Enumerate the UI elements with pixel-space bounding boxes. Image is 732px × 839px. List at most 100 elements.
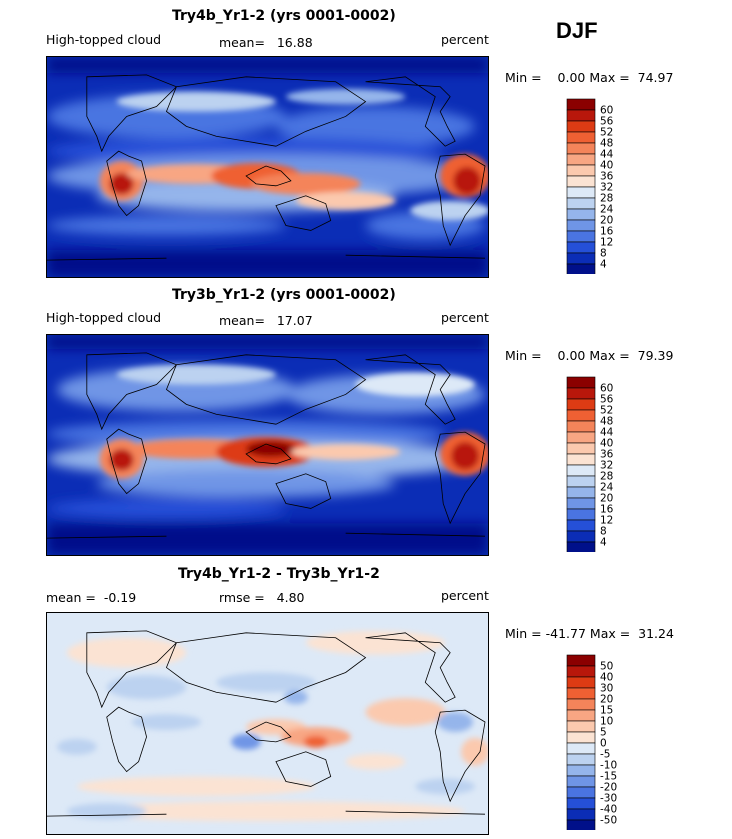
colorbar-swatch xyxy=(566,98,596,111)
colorbar-tick-label: 0 xyxy=(600,738,607,750)
panel-3-map xyxy=(46,612,489,835)
colorbar-swatch xyxy=(566,409,596,422)
colorbar-tick-label: 20 xyxy=(600,215,613,227)
difference-field xyxy=(56,630,488,822)
panel-3-rmse: rmse = 4.80 xyxy=(219,590,305,605)
colorbar-swatch xyxy=(566,263,596,274)
colorbar-tick-label: 5 xyxy=(600,727,607,739)
colorbar-swatch xyxy=(566,442,596,455)
panel-3-min-label: Min = xyxy=(505,626,542,641)
panel-1-units: percent xyxy=(441,32,489,47)
colorbar-swatch xyxy=(566,197,596,210)
panel-2-max-value: 79.39 xyxy=(637,348,674,363)
colorbar-swatch xyxy=(566,142,596,155)
colorbar-tick-label: 40 xyxy=(600,438,613,450)
panel-3-title: Try4b_Yr1-2 - Try3b_Yr1-2 xyxy=(178,566,380,582)
colorbar-swatch xyxy=(566,742,596,755)
colorbar-swatch xyxy=(566,797,596,810)
colorbar-swatch xyxy=(566,764,596,777)
panel-1-variable: High-topped cloud xyxy=(46,32,162,47)
coastlines xyxy=(47,630,486,817)
colorbar-swatch xyxy=(566,541,596,552)
colorbar-tick-label: 56 xyxy=(600,394,614,406)
panel-3-mean: mean = -0.19 xyxy=(46,590,136,605)
colorbar-tick-label: 60 xyxy=(600,105,613,117)
colorbar-swatch xyxy=(566,687,596,700)
colorbar-tick-label: 52 xyxy=(600,405,613,417)
colorbar-swatch xyxy=(566,398,596,411)
colorbar-tick-label: 48 xyxy=(600,138,613,150)
colorbar-swatch xyxy=(566,153,596,166)
colorbar-tick-label: 8 xyxy=(600,526,607,538)
colorbar-swatch xyxy=(566,464,596,477)
season-label: DJF xyxy=(556,18,598,43)
colorbar-tick-label: 36 xyxy=(600,449,614,461)
panel-3-mean-label: mean = xyxy=(46,590,96,605)
colorbar-tick-label: 32 xyxy=(600,182,613,194)
colorbar-swatch xyxy=(566,109,596,122)
colorbar-tick-label: 16 xyxy=(600,226,614,238)
colorbar-swatch xyxy=(566,775,596,788)
panel-2-mean-value: 17.07 xyxy=(276,313,313,328)
colorbar-swatch xyxy=(566,186,596,199)
panel-2-mean-label: mean= xyxy=(219,313,265,328)
colorbar-tick-label: 12 xyxy=(600,515,613,527)
panel-3-range: Min = -41.77 Max = 31.24 xyxy=(505,626,674,641)
colorbar-tick-label: 20 xyxy=(600,694,613,706)
colorbar-swatch xyxy=(566,665,596,678)
panel-1-title: Try4b_Yr1-2 (yrs 0001-0002) xyxy=(172,8,396,24)
colorbar-swatch xyxy=(566,453,596,466)
colorbar-swatch xyxy=(566,497,596,510)
panel-3-rmse-value: 4.80 xyxy=(276,590,305,605)
colorbar-swatch xyxy=(566,731,596,744)
colorbar-swatch xyxy=(566,175,596,188)
panel-3-mean-value: -0.19 xyxy=(103,590,137,605)
panel-2-units: percent xyxy=(441,310,489,325)
colorbar-swatch xyxy=(566,252,596,265)
colorbar-tick-label: -10 xyxy=(600,760,617,772)
colorbar-swatch xyxy=(566,676,596,689)
colorbar-swatch xyxy=(566,530,596,543)
colorbar-tick-label: 8 xyxy=(600,248,607,260)
colorbar-swatch xyxy=(566,508,596,521)
colorbar-swatch xyxy=(566,753,596,766)
colorbar-swatch xyxy=(566,164,596,177)
colorbar-swatch xyxy=(566,241,596,254)
colorbar-tick-label: 28 xyxy=(600,471,613,483)
panel-1-min-value: 0.00 xyxy=(557,70,586,85)
colorbar-tick-label: -20 xyxy=(600,782,617,794)
panel-1-max-label: Max = xyxy=(589,70,630,85)
colorbar-tick-label: 48 xyxy=(600,416,613,428)
colorbar-swatch xyxy=(566,120,596,133)
panel-2-min-label: Min = xyxy=(505,348,542,363)
colorbar-swatch xyxy=(566,431,596,444)
panel-2-max-label: Max = xyxy=(589,348,630,363)
colorbar-tick-label: 56 xyxy=(600,116,614,128)
colorbar-tick-label: 40 xyxy=(600,672,613,684)
panel-2-map xyxy=(46,334,489,556)
colorbar-swatch xyxy=(566,720,596,733)
colorbar-tick-label: 40 xyxy=(600,160,613,172)
colorbar-tick-label: 16 xyxy=(600,504,614,516)
colorbar-swatch xyxy=(566,519,596,532)
colorbar-tick-label: 28 xyxy=(600,193,613,205)
panel-2-mean: mean= 17.07 xyxy=(219,313,313,328)
colorbar-swatch xyxy=(566,709,596,722)
convection-field xyxy=(99,364,488,479)
colorbar-swatch xyxy=(566,230,596,243)
panel-1-map xyxy=(46,56,489,278)
panel-3-max-value: 31.24 xyxy=(638,626,674,641)
panel-3-max-label: Max = xyxy=(589,626,631,641)
panel-2-variable: High-topped cloud xyxy=(46,310,162,325)
panel-1-mean: mean= 16.88 xyxy=(219,35,313,50)
colorbar-swatch xyxy=(566,208,596,221)
colorbar-tick-label: -50 xyxy=(600,815,617,827)
colorbar-swatch xyxy=(566,420,596,433)
colorbar-tick-label: 15 xyxy=(600,705,613,717)
colorbar-swatch xyxy=(566,486,596,499)
colorbar-swatch xyxy=(566,131,596,144)
panel-1-mean-value: 16.88 xyxy=(276,35,313,50)
